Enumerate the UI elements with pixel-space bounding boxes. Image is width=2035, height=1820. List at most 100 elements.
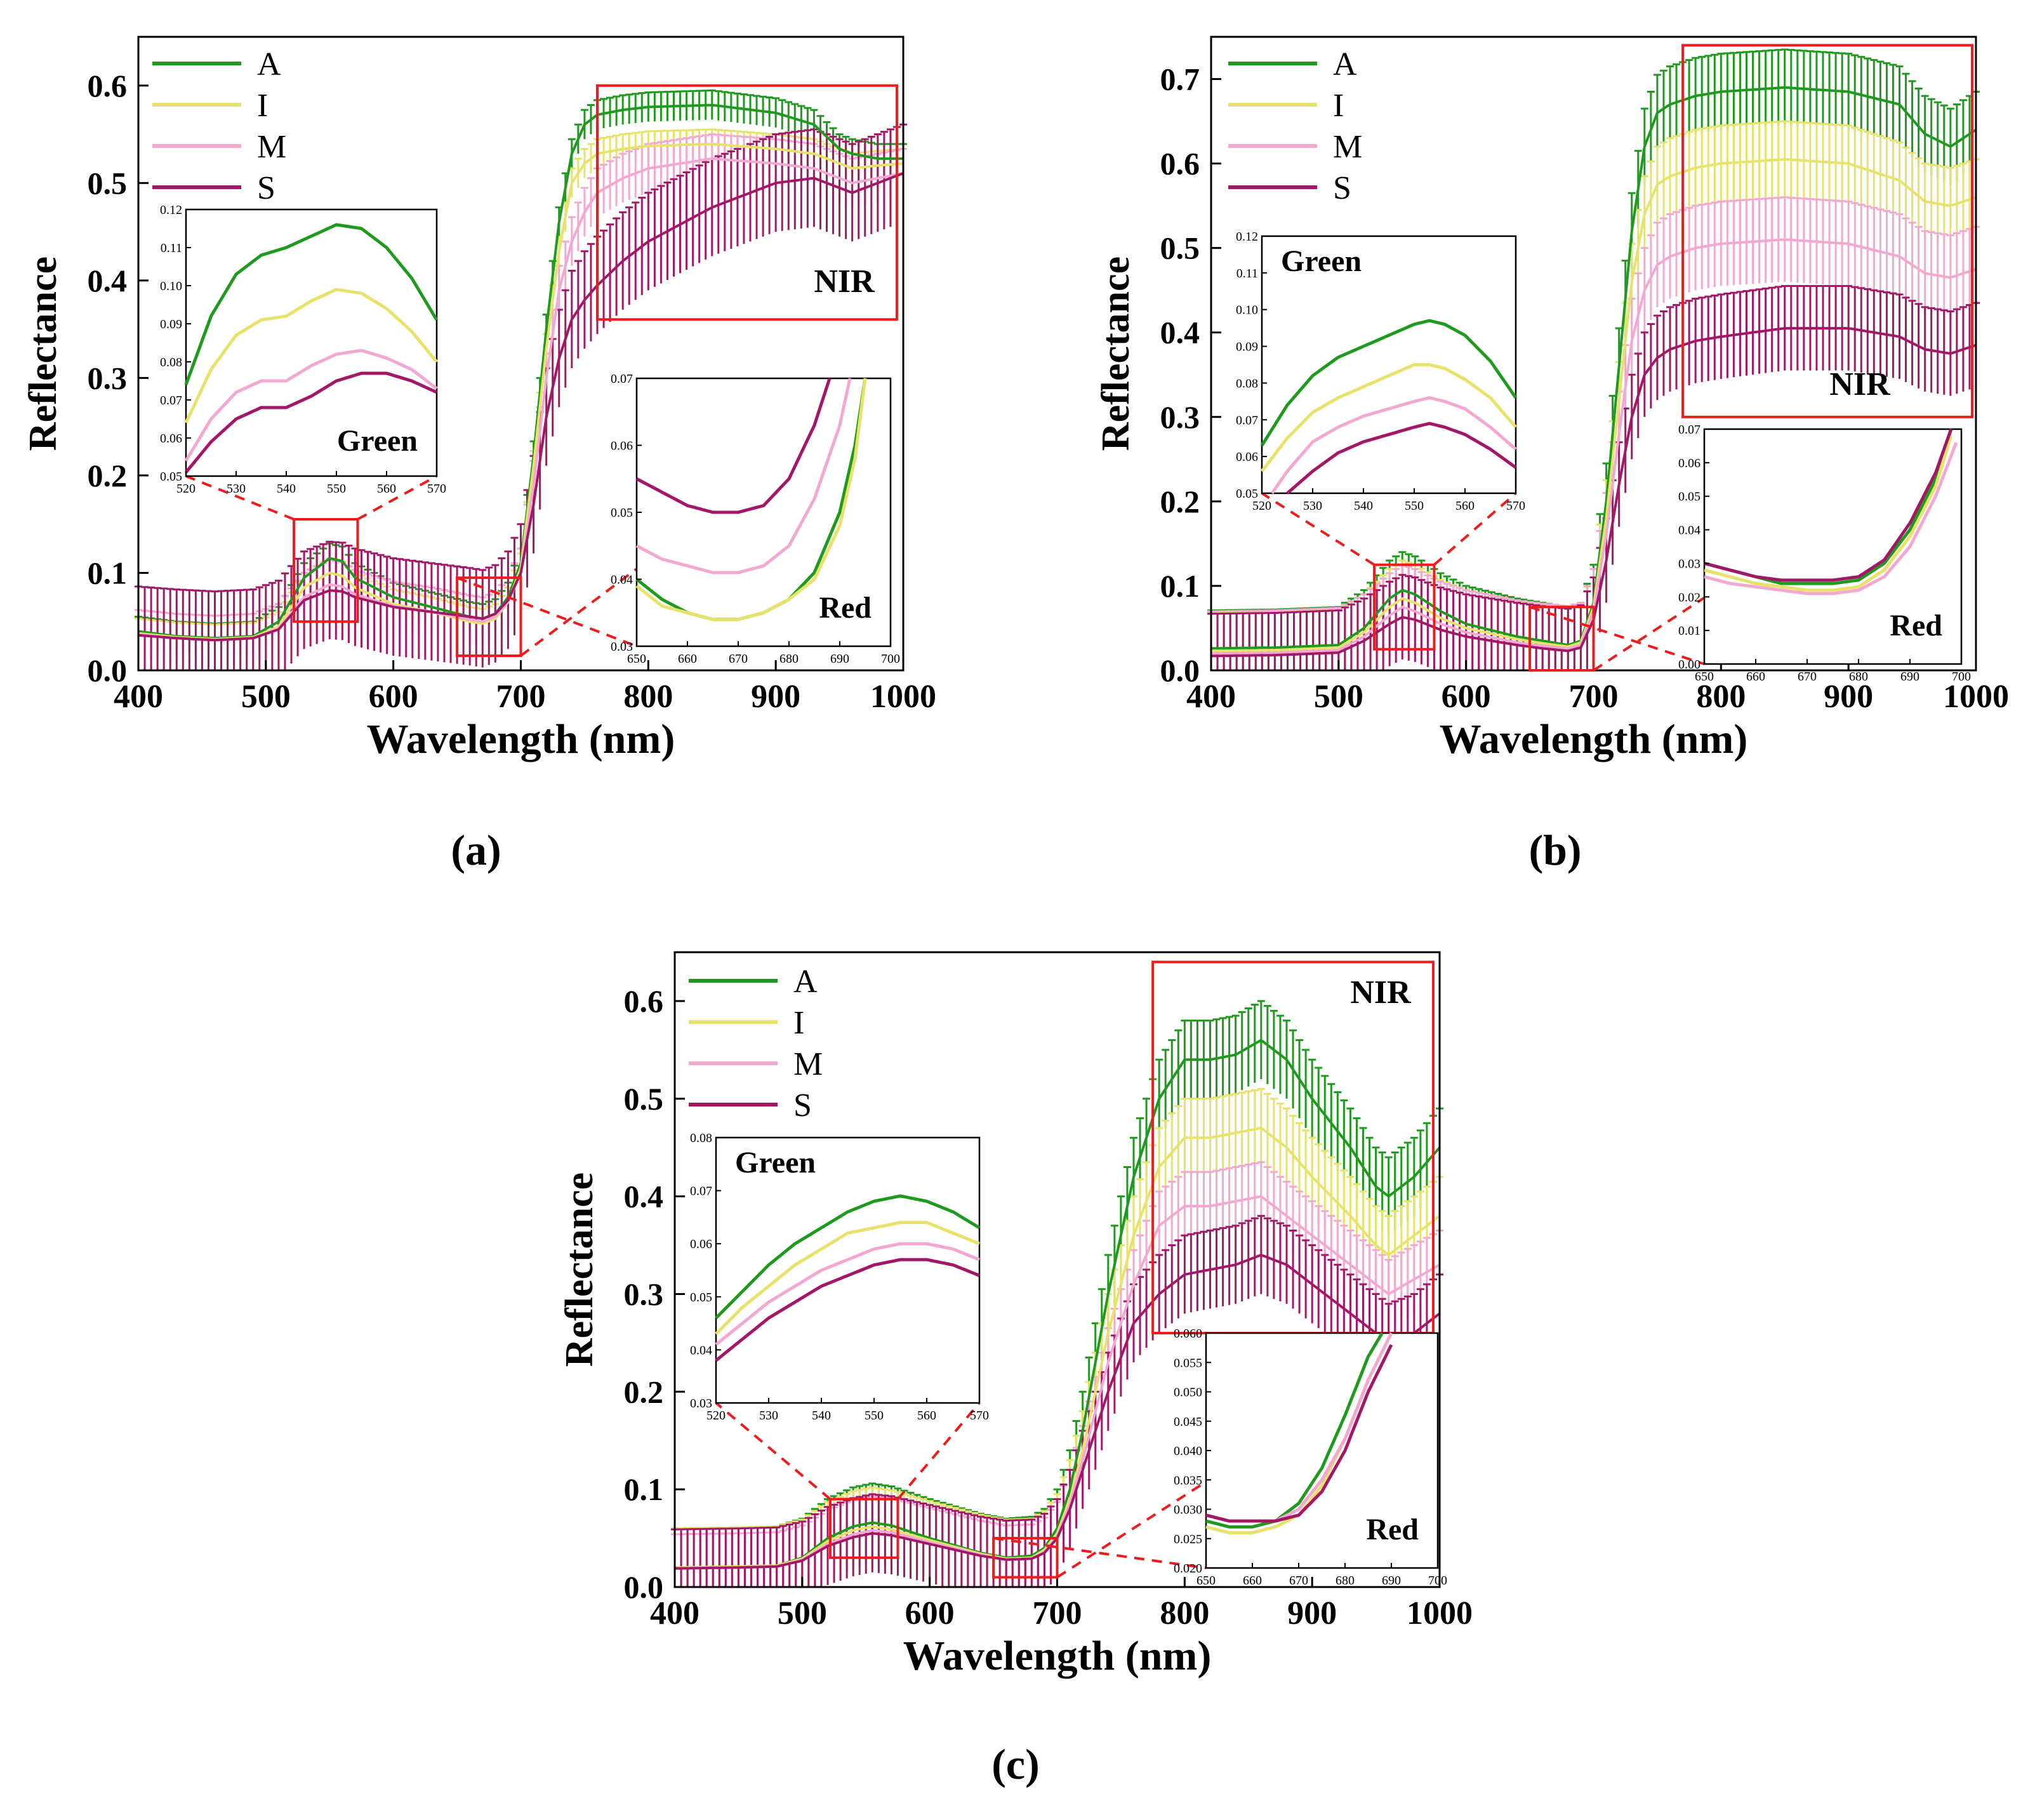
inset-y-tick-label: 0.03 [690, 1397, 712, 1411]
inset-y-tick-label: 0.06 [160, 432, 182, 446]
connector-line [1261, 492, 1375, 566]
inset-line-I [184, 288, 438, 424]
y-axis-label: Reflectance [1094, 256, 1137, 451]
x-tick-label: 800 [623, 679, 673, 715]
connector-line [993, 1537, 1207, 1569]
x-tick-label: 1000 [1943, 679, 2009, 715]
caption-c: (c) [991, 1740, 1040, 1788]
inset-x-tick-label: 540 [277, 482, 296, 496]
caption-a: (a) [451, 826, 501, 874]
inset-label-red: Red [1890, 609, 1942, 642]
inset-y-tick-label: 0.05 [1678, 490, 1700, 504]
inset-y-tick-label: 0.05 [611, 506, 633, 520]
x-tick-label: 600 [905, 1595, 955, 1631]
series-line-S [138, 172, 904, 642]
x-tick-label: 800 [1696, 679, 1746, 715]
inset-line-S [1205, 1344, 1393, 1523]
legend-label-S: S [1333, 170, 1351, 206]
inset-y-tick-label: 0.06 [1678, 456, 1700, 470]
inset-y-tick-label: 0.07 [1678, 423, 1700, 437]
inset-y-tick-label: 0.11 [1236, 267, 1258, 281]
legend-label-I: I [1333, 88, 1344, 124]
inset-y-tick-label: 0.050 [1174, 1386, 1202, 1400]
y-tick-label: 0.1 [88, 555, 128, 590]
inset-x-tick-label: 680 [1336, 1574, 1355, 1588]
inset-x-tick-label: 690 [1382, 1574, 1401, 1588]
x-tick-label: 600 [369, 679, 418, 715]
x-axis-label: Wavelength (nm) [1440, 716, 1748, 762]
inset-x-tick-label: 690 [1900, 670, 1919, 684]
caption-b: (b) [1528, 826, 1582, 874]
inset-y-tick-label: 0.05 [1236, 487, 1258, 501]
y-tick-label: 0.6 [1160, 146, 1200, 182]
inset-line-S [1286, 422, 1517, 495]
x-tick-label: 800 [1160, 1595, 1209, 1631]
y-tick-label: 0.0 [624, 1569, 664, 1605]
x-tick-label: 600 [1442, 679, 1491, 715]
x-tick-label: 500 [1314, 679, 1363, 715]
inset-x-tick-label: 680 [779, 652, 799, 666]
inset-y-tick-label: 0.01 [1678, 624, 1700, 638]
y-tick-label: 0.3 [624, 1276, 664, 1312]
inset-y-tick-label: 0.03 [611, 640, 633, 654]
y-tick-label: 0.1 [624, 1471, 664, 1507]
inset-x-tick-label: 570 [970, 1409, 989, 1423]
y-tick-label: 0.7 [1160, 62, 1200, 97]
inset-y-tick-label: 0.06 [1236, 450, 1258, 464]
inset-line-S [635, 378, 832, 514]
inset-label-red: Red [819, 591, 872, 625]
inset-line-A [1205, 1332, 1384, 1529]
y-tick-label: 0.5 [1160, 230, 1200, 266]
y-tick-label: 0.4 [88, 263, 128, 298]
inset-x-tick-label: 700 [881, 652, 900, 666]
connector-line [185, 475, 295, 521]
x-tick-label: 1000 [1407, 1595, 1473, 1631]
inset-y-tick-label: 0.10 [1236, 303, 1258, 317]
y-axis-label: Reflectance [558, 1172, 601, 1367]
inset-y-tick-label: 0.12 [1236, 230, 1258, 244]
inset-y-tick-label: 0.03 [1678, 557, 1700, 571]
inset-line-I [635, 378, 867, 621]
inset-line-I [715, 1221, 980, 1336]
y-axis-label: Reflectance [22, 256, 65, 451]
inset-y-tick-label: 0.10 [160, 279, 182, 293]
inset-x-tick-label: 520 [1252, 499, 1271, 513]
highlight-box [1681, 44, 1973, 418]
inset-green: 520 530 540 550 560 570 0.05 0.06 0.07 0.08 0.09 0.… [160, 203, 446, 496]
connector-line [715, 1402, 832, 1501]
legend-label-A: A [793, 964, 818, 1000]
inset-label-green: Green [735, 1146, 816, 1179]
y-tick-label: 0.5 [88, 165, 128, 201]
legend-label-A: A [1333, 46, 1357, 83]
inset-y-tick-label: 0.060 [1174, 1327, 1202, 1341]
inset-y-tick-label: 0.04 [611, 573, 633, 587]
nir-label: NIR [1829, 366, 1891, 402]
nir-label: NIR [1350, 974, 1412, 1011]
x-tick-label: 700 [1033, 1595, 1082, 1631]
y-tick-label: 0.2 [624, 1374, 664, 1409]
inset-label-green: Green [337, 424, 418, 458]
inset-y-tick-label: 0.08 [1236, 376, 1258, 390]
inset-y-tick-label: 0.04 [1678, 524, 1700, 538]
y-tick-label: 0.4 [1160, 315, 1200, 350]
y-tick-label: 0.6 [624, 983, 664, 1019]
highlight-box [596, 84, 898, 321]
inset-y-tick-label: 0.07 [611, 372, 633, 386]
inset-frame [715, 1136, 981, 1404]
inset-y-tick-label: 0.020 [1174, 1562, 1202, 1576]
connector-line [1433, 492, 1517, 566]
highlight-box [992, 1537, 1059, 1579]
inset-line-M [715, 1242, 980, 1346]
inset-y-tick-label: 0.055 [1174, 1356, 1202, 1370]
inset-x-tick-label: 650 [1196, 1574, 1216, 1588]
inset-red: 650 660 670 680 690 700 0.020 0.025 0.030 0.035 0.… [1174, 1327, 1447, 1588]
y-tick-label: 0.0 [1160, 653, 1200, 688]
inset-x-tick-label: 540 [1354, 499, 1373, 513]
inset-line-S [715, 1258, 980, 1362]
legend-label-S: S [793, 1087, 812, 1124]
inset-x-tick-label: 530 [759, 1409, 778, 1423]
inset-y-tick-label: 0.08 [690, 1131, 712, 1145]
inset-x-tick-label: 650 [1695, 670, 1714, 684]
